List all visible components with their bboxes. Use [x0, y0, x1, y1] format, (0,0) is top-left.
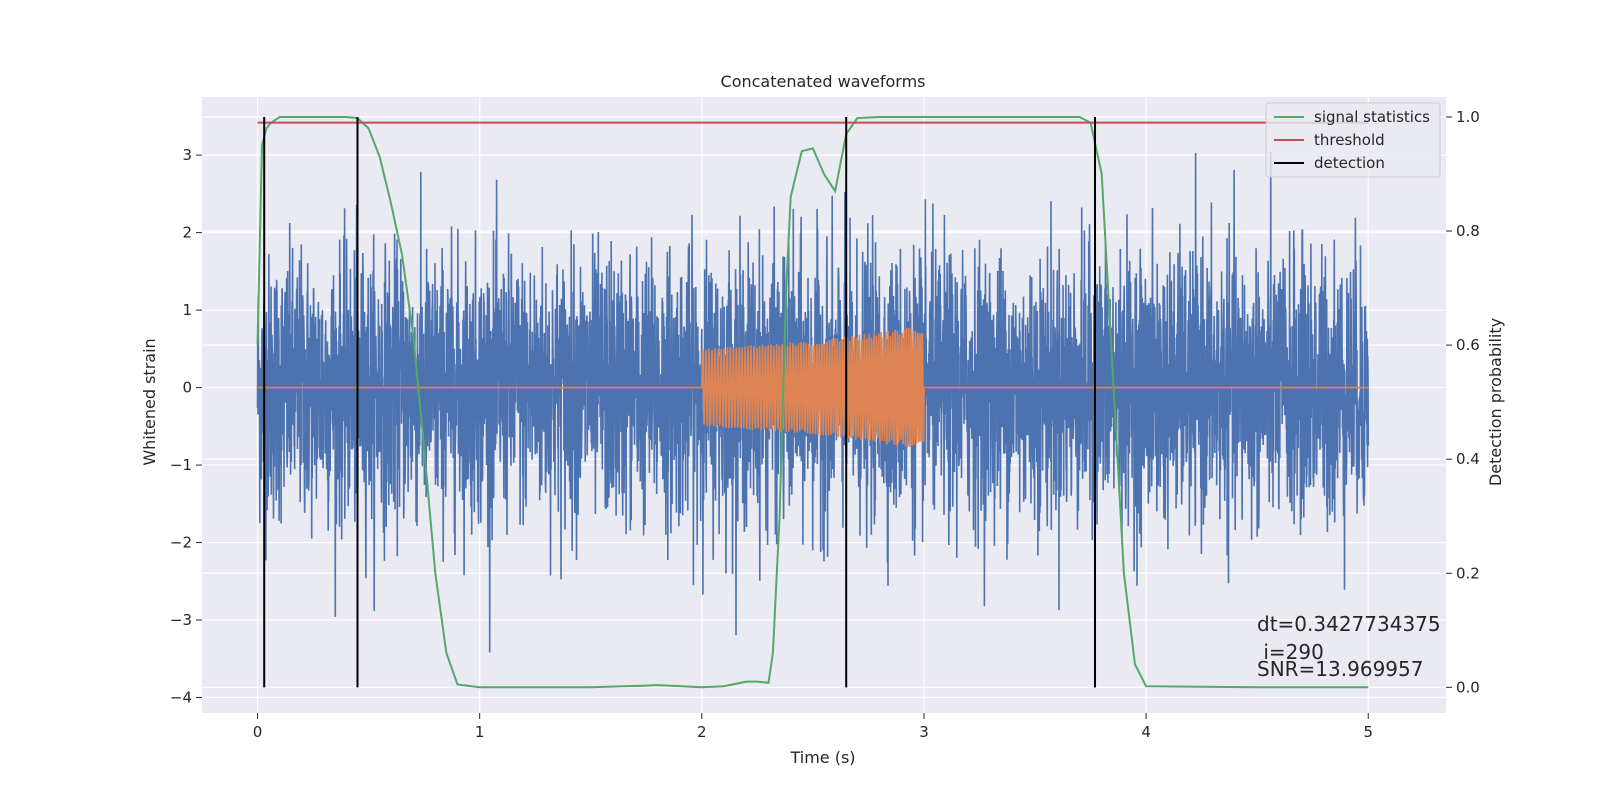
x-tick-label: 0: [253, 723, 263, 741]
y-right-tick-label: 0.2: [1456, 564, 1480, 582]
y-left-tick-label: 3: [182, 146, 192, 164]
y-right-tick-label: 0.4: [1456, 450, 1480, 468]
y-axis-right-ticks: 1.0 0.8 0.6 0.4 0.2 0.0: [1446, 108, 1480, 696]
y-left-tick-label: −4: [170, 689, 192, 707]
x-tick-label: 3: [919, 723, 929, 741]
x-tick-label: 4: [1141, 723, 1151, 741]
chirp-series: [257, 327, 1369, 448]
y-right-tick-label: 0.6: [1456, 336, 1480, 354]
x-tick-label: 2: [697, 723, 707, 741]
y-right-tick-label: 0.8: [1456, 222, 1480, 240]
y-left-tick-label: −1: [170, 456, 192, 474]
y-right-tick-label: 0.0: [1456, 678, 1480, 696]
y-axis-left-ticks: 3 2 1 0 −1 −2 −3 −4: [170, 146, 202, 707]
legend-label-detection: detection: [1314, 154, 1385, 172]
legend-label-threshold: threshold: [1314, 131, 1385, 149]
legend: signal statistics threshold detection: [1265, 102, 1441, 178]
y-left-tick-label: 0: [182, 379, 192, 397]
legend-label-signal-statistics: signal statistics: [1314, 108, 1430, 126]
y-axis-right-label: Detection probability: [1486, 318, 1505, 486]
x-tick-label: 1: [475, 723, 485, 741]
annotation-i: i=290: [1257, 640, 1324, 664]
y-left-tick-label: −3: [170, 611, 192, 629]
annotation-dt: dt=0.3427734375: [1257, 612, 1441, 636]
x-tick-label: 5: [1363, 723, 1373, 741]
x-axis-label: Time (s): [789, 748, 855, 767]
detection-lines: [263, 116, 1097, 688]
chart-title: Concatenated waveforms: [721, 72, 926, 91]
legend-box: [1265, 102, 1441, 178]
y-axis-left-label: Whitened strain: [140, 338, 159, 465]
y-left-tick-label: 2: [182, 224, 192, 242]
chirp-line: [257, 327, 1369, 448]
y-left-tick-label: −2: [170, 534, 192, 552]
signal-statistics-line: [256, 116, 1369, 689]
x-axis-ticks: 0 1 2 3 4 5: [253, 713, 1373, 741]
annotation-snr: SNR=13.969957: [1257, 657, 1423, 681]
annotation-block: dt=0.3427734375 i=290 SNR=13.969957: [1257, 612, 1441, 681]
y-left-tick-label: 1: [182, 301, 192, 319]
y-right-tick-label: 1.0: [1456, 108, 1480, 126]
signal-statistics-series: [256, 116, 1369, 689]
